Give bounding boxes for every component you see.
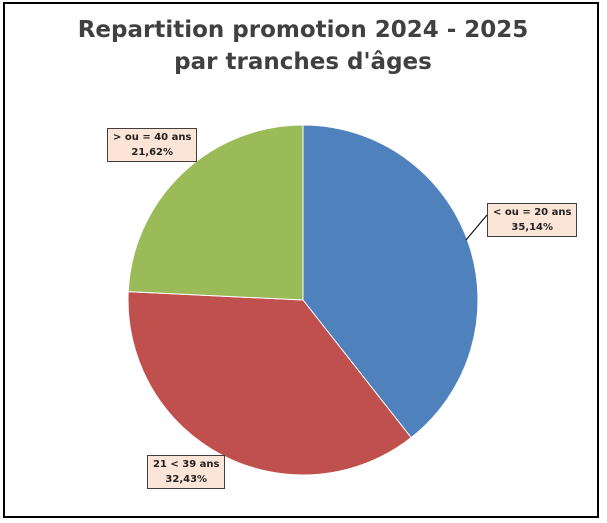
data-label: < ou = 20 ans 35,14% (487, 203, 578, 237)
label-value: 21,62% (131, 147, 174, 158)
label-category: > ou = 40 ans (113, 132, 192, 143)
chart-frame (3, 2, 599, 518)
label-category: < ou = 20 ans (493, 207, 572, 218)
label-category: 21 < 39 ans (153, 459, 220, 470)
pie-slice (127, 124, 304, 301)
pie-slice (302, 124, 479, 439)
leader-line (465, 214, 488, 241)
data-label: > ou = 40 ans 21,62% (107, 128, 198, 162)
label-value: 35,14% (511, 222, 554, 233)
label-value: 32,43% (165, 474, 208, 485)
chart-title: Repartition promotion 2024 - 2025 par tr… (77, 17, 529, 75)
data-label: 21 < 39 ans 32,43% (147, 455, 226, 489)
